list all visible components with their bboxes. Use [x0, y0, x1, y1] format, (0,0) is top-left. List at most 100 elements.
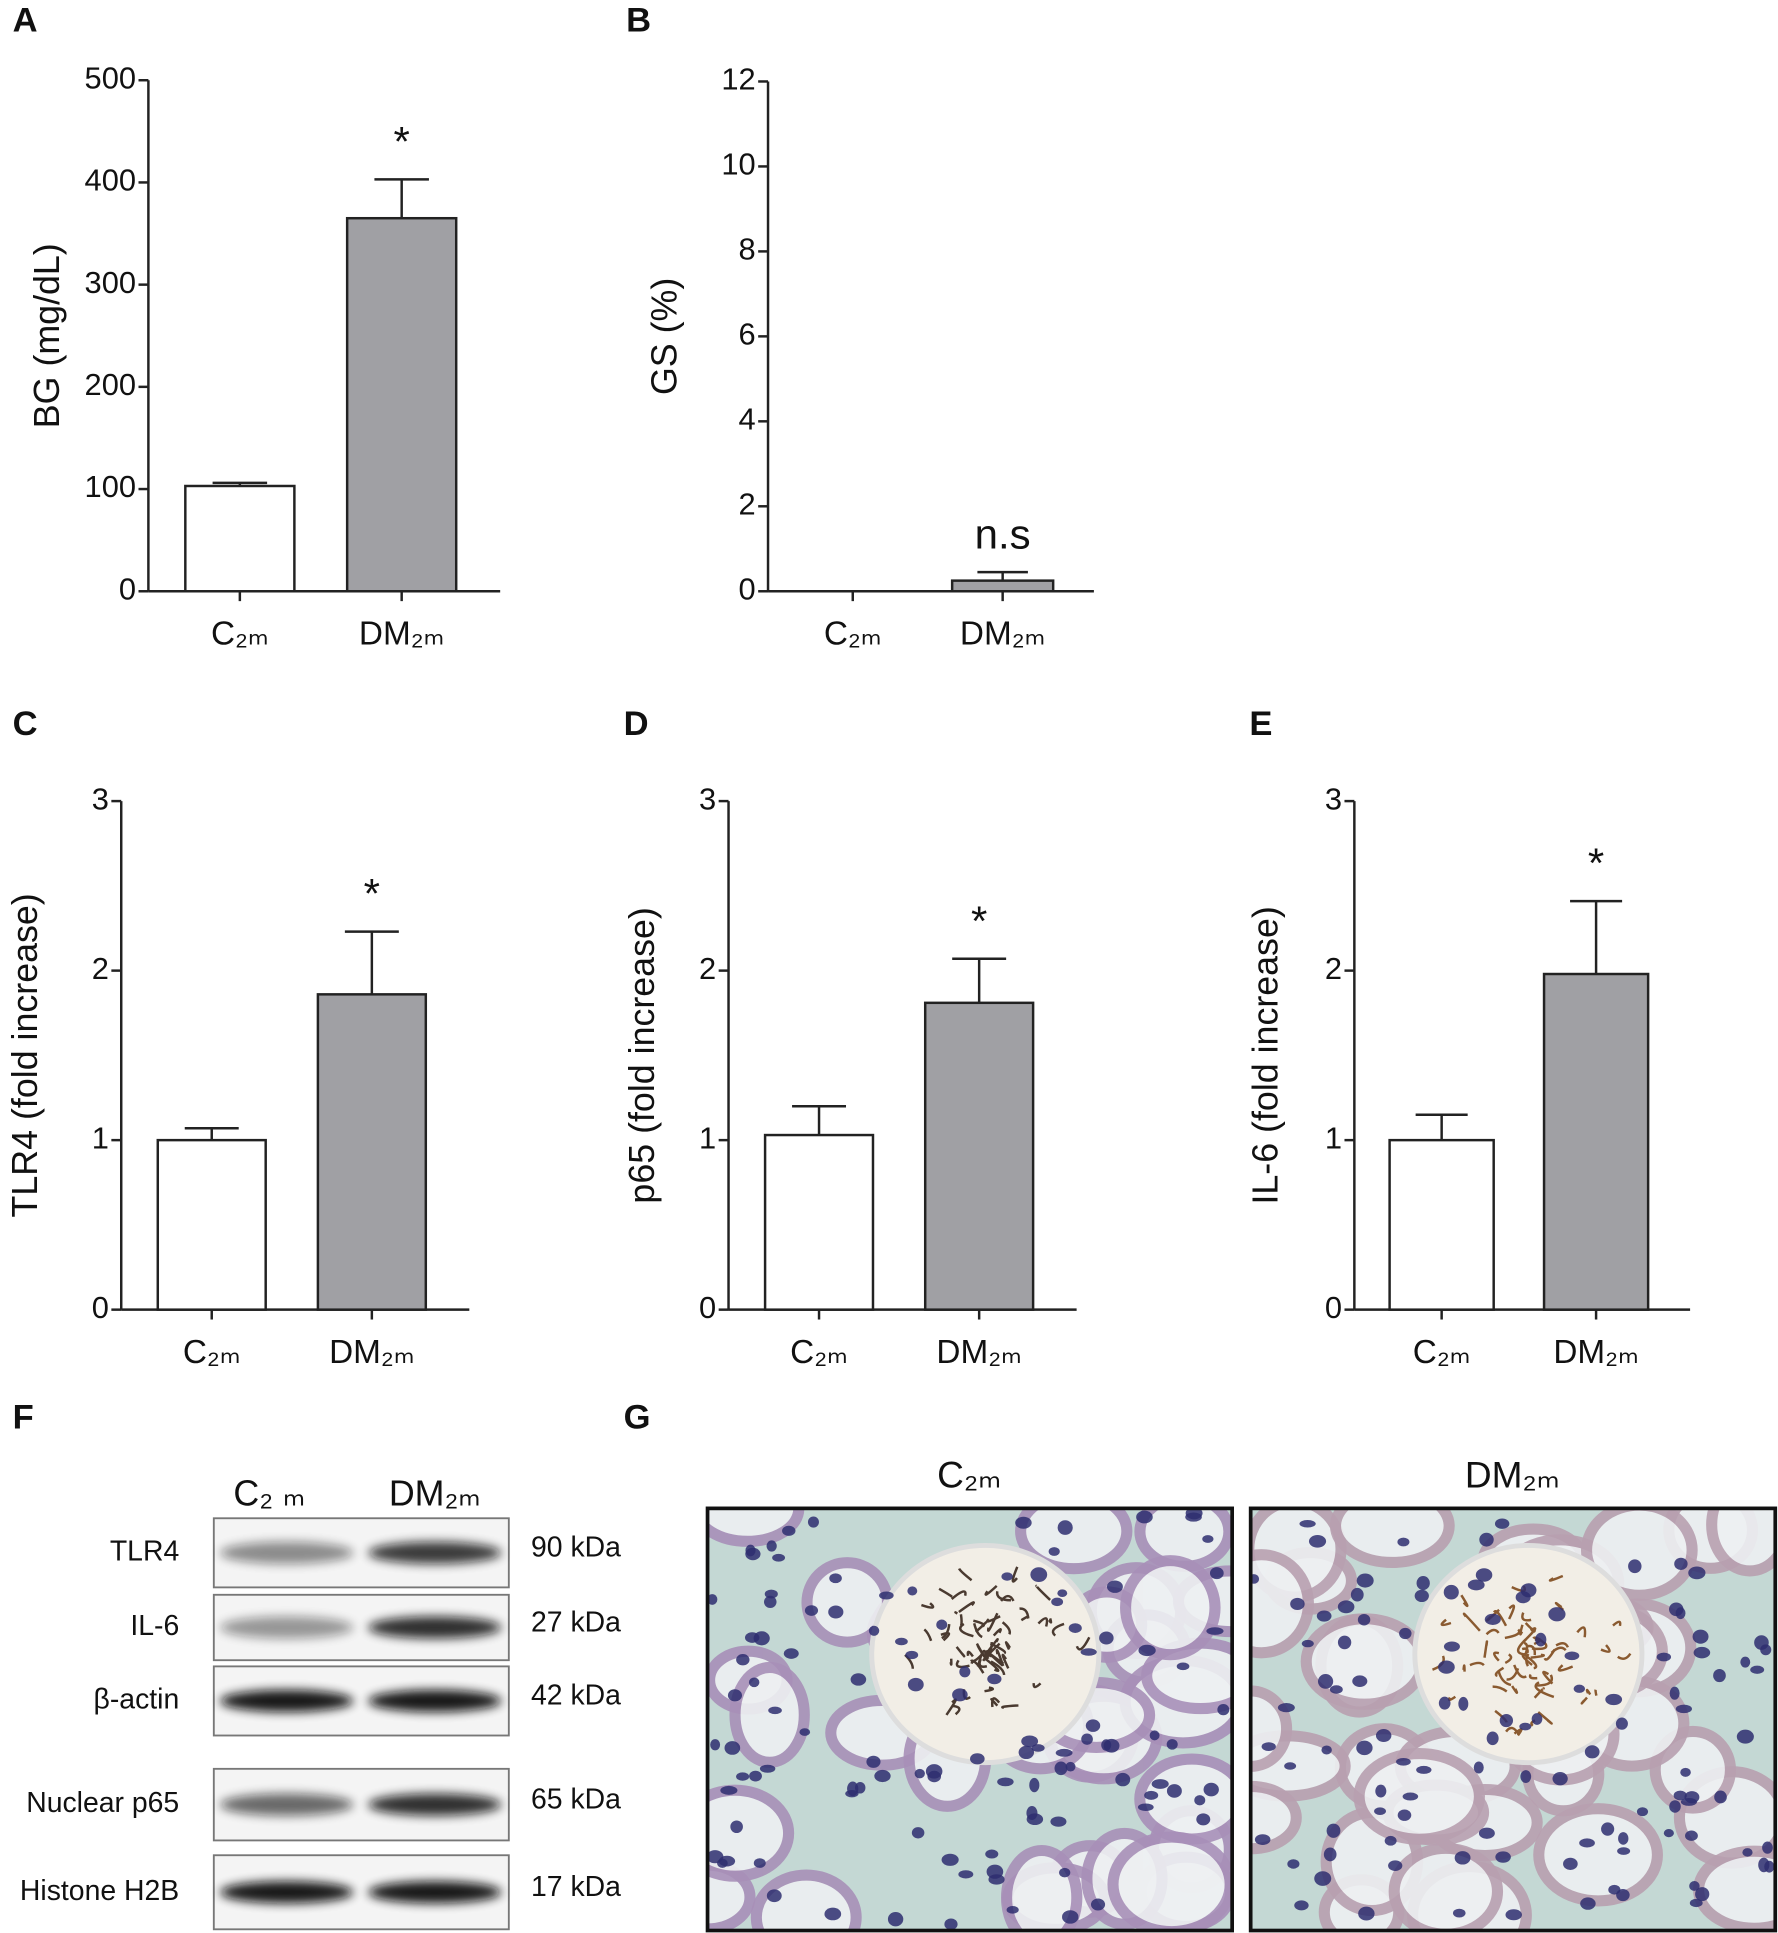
nucleus: [1689, 1898, 1703, 1908]
capillary: [923, 1628, 933, 1642]
capillary: [985, 1649, 1005, 1665]
nucleus: [1762, 1841, 1773, 1854]
image-frame: [705, 1506, 1235, 1933]
blot-size-label: 65 kDa: [531, 1783, 621, 1815]
capillary: [1519, 1624, 1524, 1636]
nucleus: [1475, 1568, 1493, 1582]
nucleus: [958, 1870, 974, 1879]
nucleus: [1138, 1644, 1156, 1657]
capillary: [1493, 1651, 1500, 1662]
nucleus: [1031, 1744, 1045, 1752]
y-tick-label: 2: [699, 951, 716, 986]
panel-letter: G: [624, 1399, 651, 1437]
capillary: [1504, 1653, 1513, 1665]
y-tick-label: 100: [85, 469, 136, 504]
nucleus: [1675, 1704, 1692, 1714]
y-axis-label: IL-6 (fold increase): [1245, 906, 1285, 1204]
capillary: [1037, 1617, 1049, 1627]
y-tick-label: 1: [699, 1120, 716, 1155]
panel-letter: A: [13, 1, 38, 39]
nucleus: [1688, 1566, 1706, 1580]
capillary: [954, 1611, 958, 1615]
nucleus: [736, 1654, 750, 1666]
nucleus: [1675, 1607, 1686, 1620]
capillary: [1460, 1594, 1469, 1608]
nucleus: [895, 1637, 908, 1646]
nucleus: [850, 1673, 867, 1686]
nucleus: [1656, 1652, 1672, 1662]
capillary: [1497, 1670, 1512, 1687]
nucleus: [1452, 1908, 1466, 1918]
nucleus: [1029, 1777, 1040, 1793]
nucleus: [1617, 1847, 1631, 1855]
nucleus: [1563, 1857, 1578, 1870]
nucleus: [1202, 1535, 1214, 1543]
blot-row-label: Histone H2B: [20, 1875, 179, 1907]
capillary: [1513, 1664, 1527, 1679]
nucleus: [970, 1753, 985, 1765]
nucleus: [1636, 1807, 1649, 1817]
nucleus: [1416, 1765, 1432, 1774]
capillary: [984, 1657, 1000, 1673]
nucleus: [1350, 1587, 1364, 1602]
nucleus: [1136, 1510, 1153, 1524]
nucleus: [1321, 1745, 1332, 1755]
y-axis-label: p65 (fold increase): [622, 907, 662, 1203]
tubule: [1250, 1549, 1314, 1659]
nucleus: [1149, 1730, 1160, 1741]
nucleus: [720, 1785, 738, 1795]
nucleus: [1151, 1779, 1169, 1789]
nucleus: [1601, 1822, 1615, 1836]
capillary: [984, 1584, 998, 1596]
bar: [316, 993, 428, 1311]
capillary: [1492, 1685, 1508, 1693]
nucleus: [1099, 1631, 1114, 1645]
blot-band: [219, 1881, 354, 1904]
y-tick-label: 10: [721, 147, 755, 182]
capillary: [1469, 1661, 1485, 1667]
nucleus: [959, 1666, 971, 1678]
nucleus: [905, 1650, 919, 1660]
nucleus: [1085, 1719, 1101, 1732]
nucleus: [748, 1677, 760, 1688]
nucleus: [1473, 1761, 1484, 1774]
bar: [156, 1138, 267, 1311]
capillary: [1524, 1622, 1537, 1633]
blot-row-label: Nuclear p65: [26, 1787, 179, 1819]
nucleus: [1615, 1717, 1628, 1730]
capillary: [955, 1659, 970, 1669]
nucleus: [1438, 1696, 1451, 1710]
image-title: DM₂ₘ: [1465, 1453, 1560, 1495]
capillary: [1537, 1711, 1553, 1725]
blot-column-label: C₂ ₘ: [233, 1473, 305, 1513]
panel-letter: B: [626, 1, 651, 39]
capillary: [1493, 1609, 1508, 1627]
y-tick-label: 0: [1325, 1290, 1342, 1325]
capillary: [1585, 1688, 1592, 1696]
nucleus: [753, 1858, 766, 1868]
nucleus: [1068, 1623, 1082, 1633]
blot-band: [368, 1541, 502, 1564]
nucleus: [1176, 1662, 1190, 1671]
capillary: [1505, 1726, 1521, 1736]
capillary: [1533, 1687, 1545, 1699]
bar: [1542, 972, 1650, 1311]
y-tick-label: 1: [92, 1120, 109, 1155]
tubule: [1001, 1844, 1083, 1931]
capillary: [1001, 1704, 1019, 1709]
nucleus: [768, 1706, 782, 1715]
nucleus: [887, 1912, 904, 1927]
bar: [345, 216, 458, 593]
nucleus: [1050, 1816, 1067, 1827]
nucleus: [1740, 1656, 1751, 1668]
nucleus: [1057, 1589, 1068, 1598]
nucleus: [1261, 1742, 1276, 1751]
nucleus: [985, 1849, 999, 1859]
y-tick-label: 3: [1325, 781, 1342, 816]
nucleus: [1051, 1597, 1064, 1607]
nucleus: [745, 1544, 756, 1557]
nucleus: [1144, 1790, 1159, 1800]
error-bar: [1415, 1113, 1468, 1141]
capillary: [1521, 1647, 1529, 1654]
nucleus: [1685, 1830, 1698, 1841]
